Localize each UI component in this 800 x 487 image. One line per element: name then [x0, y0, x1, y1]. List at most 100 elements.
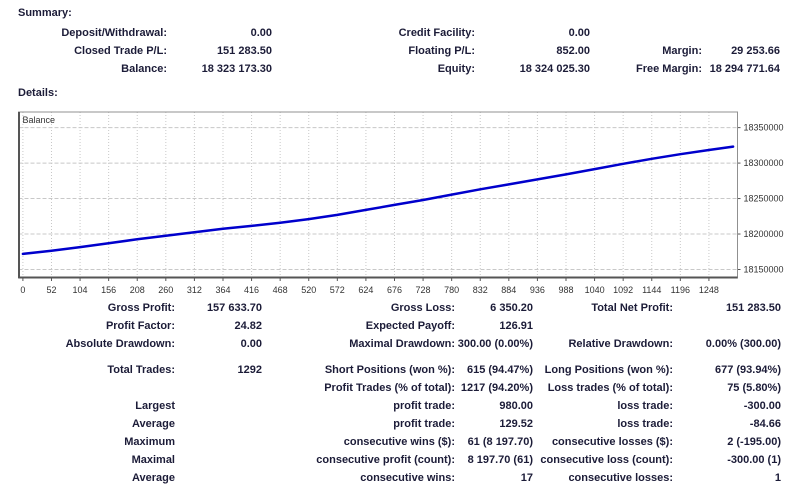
stats-row-value: -84.66: [749, 418, 781, 430]
stats-row-label: Total Trades:: [107, 364, 175, 376]
stats-row-value: [175, 469, 262, 487]
x-tick-label: 1196: [671, 285, 690, 295]
row-spacer-cell: [18, 353, 781, 361]
stats-row: Average consecutive wins: 17 consecutive lo…: [18, 469, 781, 487]
x-tick-label: 728: [416, 285, 431, 295]
stats-row-value: 1292: [237, 364, 262, 376]
summary-heading: Summary:: [18, 7, 72, 19]
plot-border: [18, 111, 738, 279]
summary-row: Balance: 18 323 173.30 Equity: 18 324 025.3…: [18, 60, 780, 78]
row-spacer: [18, 353, 781, 361]
summary-row-value: 18 323 173.30: [201, 63, 272, 75]
stats-row-value: [175, 415, 262, 433]
stats-row-value: 151 283.50: [725, 302, 781, 314]
x-tick-label: 52: [46, 285, 56, 295]
stats-row-value: [175, 451, 262, 469]
summary-row-value: 852.00: [556, 45, 590, 57]
stats-row-label: consecutive wins:: [360, 472, 455, 484]
details-heading: Details:: [18, 87, 58, 99]
x-tick-label: 832: [473, 285, 488, 295]
stats-row-value: 126.91: [499, 320, 533, 332]
stats-row-value: 157 633.70: [206, 302, 262, 314]
stats-row-value: 129.52: [499, 418, 533, 430]
stats-row-label: loss trade:: [617, 400, 673, 412]
stats-row-label: Absolute Drawdown:: [65, 338, 175, 350]
stats-row-label: Profit Trades (% of total):: [324, 382, 455, 394]
stats-row-value: 8 197.70 (61): [467, 454, 533, 466]
stats-row: Largest profit trade: 980.00 loss trade: -30…: [18, 397, 781, 415]
stats-row-value: 6 350.20: [490, 302, 533, 314]
stats-row-value: 300.00 (0.00%): [457, 338, 533, 350]
summary-row-label: [590, 24, 702, 42]
summary-row: Deposit/Withdrawal: 0.00 Credit Facility: 0…: [18, 24, 780, 42]
stats-row: Maximal consecutive profit (count): 8 197.…: [18, 451, 781, 469]
summary-row-value: 0.00: [250, 27, 272, 39]
stats-row-label: consecutive profit (count):: [316, 454, 455, 466]
stats-row-label: Average: [131, 472, 175, 484]
stats-row-label: Expected Payoff:: [365, 320, 455, 332]
stats-row: Total Trades: 1292 Short Positions (won %)…: [18, 361, 781, 379]
x-tick-label: 208: [130, 285, 145, 295]
x-tick-label: 468: [273, 285, 288, 295]
stats-row: Profit Factor: 24.82 Expected Payoff: 126.9…: [18, 317, 781, 335]
summary-row-label: Credit Facility:: [398, 27, 475, 39]
summary-row-label: Margin:: [662, 45, 702, 57]
statistics-table: Gross Profit: 157 633.70 Gross Loss: 6 350.…: [18, 299, 781, 487]
summary-row-value: 29 253.66: [731, 45, 780, 57]
summary-row-value: 151 283.50: [216, 45, 272, 57]
x-tick-label: 260: [158, 285, 173, 295]
stats-row: Gross Profit: 157 633.70 Gross Loss: 6 350.…: [18, 299, 781, 317]
summary-row-label: Balance:: [121, 63, 167, 75]
x-tick-label: 572: [330, 285, 345, 295]
stats-row-label: profit trade:: [393, 400, 455, 412]
stats-row-value: 980.00: [499, 400, 533, 412]
y-tick-label: 18250000: [744, 194, 784, 204]
stats-row-value: 0.00% (300.00): [705, 338, 781, 350]
stats-row: Absolute Drawdown: 0.00 Maximal Drawdown: 3…: [18, 335, 781, 353]
stats-row-label: consecutive losses ($):: [551, 436, 673, 448]
x-tick-label: 520: [301, 285, 316, 295]
stats-row-value: -300.00: [743, 400, 781, 412]
stats-row: Maximum consecutive wins ($): 61 (8 197.70…: [18, 433, 781, 451]
summary-row-label: Deposit/Withdrawal:: [61, 27, 167, 39]
stats-row-label: consecutive wins ($):: [343, 436, 455, 448]
stats-row-value: 2 (-195.00): [727, 436, 781, 448]
stats-row-label: [18, 379, 175, 397]
stats-row-value: [673, 317, 781, 335]
stats-row-label: Relative Drawdown:: [568, 338, 673, 350]
balance-chart: 0 52 104 156 208 260 312 364 416 468 520 572 624 676 7…: [18, 106, 798, 298]
stats-row-label: consecutive loss (count):: [540, 454, 673, 466]
stats-row-label: Maximal: [131, 454, 175, 466]
stats-row-value: 24.82: [234, 320, 262, 332]
x-tick-label: 988: [558, 285, 573, 295]
stats-row-value: [175, 433, 262, 451]
x-tick-label: 676: [387, 285, 402, 295]
stats-row-label: Gross Profit:: [107, 302, 175, 314]
x-tick-label: 416: [244, 285, 259, 295]
stats-row-value: 615 (94.47%): [466, 364, 533, 376]
x-tick-label: 0: [20, 285, 25, 295]
stats-row-label: Maximum: [124, 436, 175, 448]
x-tick-label: 936: [530, 285, 545, 295]
stats-row-label: Long Positions (won %):: [544, 364, 673, 376]
y-tick-label: 18200000: [744, 229, 784, 239]
stats-row-label: consecutive losses:: [568, 472, 673, 484]
x-tick-label: 624: [358, 285, 373, 295]
x-tick-label: 1092: [613, 285, 633, 295]
stats-row-label: [533, 317, 673, 335]
stats-row-value: [175, 397, 262, 415]
stats-row-value: 677 (93.94%): [714, 364, 781, 376]
balance-line: [21, 145, 735, 256]
stats-row-label: Largest: [135, 400, 175, 412]
stats-row-label: Loss trades (% of total):: [547, 382, 673, 394]
stats-row-value: 17: [520, 472, 533, 484]
x-tick-label: 104: [73, 285, 88, 295]
stats-row-value: 1: [774, 472, 781, 484]
stats-row-label: Profit Factor:: [105, 320, 175, 332]
summary-row: Closed Trade P/L: 151 283.50 Floating P/L:…: [18, 42, 780, 60]
stats-row-label: loss trade:: [617, 418, 673, 430]
summary-row-value: 18 324 025.30: [519, 63, 590, 75]
x-tick-label: 156: [101, 285, 116, 295]
stats-row-value: 61 (8 197.70): [467, 436, 533, 448]
